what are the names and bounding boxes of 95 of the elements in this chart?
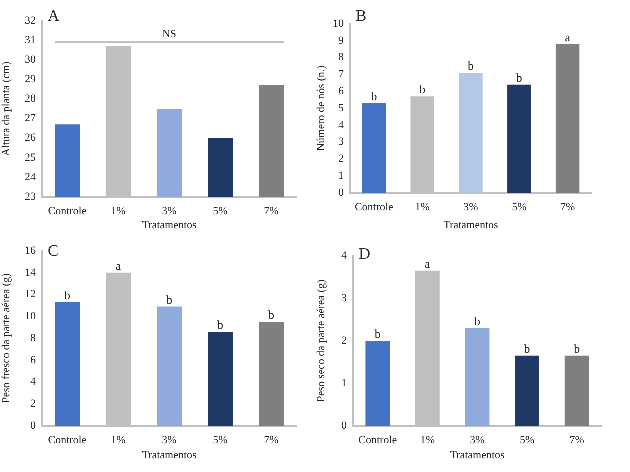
bar xyxy=(208,332,233,426)
y-tick-label: 4 xyxy=(30,376,36,388)
data-label: b xyxy=(268,308,274,322)
data-label: b xyxy=(524,342,530,356)
x-tick-label: 5% xyxy=(213,434,228,446)
y-axis-title: Altura da planta (cm) xyxy=(0,61,12,156)
chart-title: D xyxy=(359,246,371,263)
y-tick-label: 10 xyxy=(333,18,344,30)
y-axis-title: Número de nós (n.) xyxy=(315,65,328,152)
y-tick-label: 4 xyxy=(338,119,344,132)
x-tick-label: 5% xyxy=(520,434,535,446)
data-label: b xyxy=(468,59,474,74)
y-tick-label: 2 xyxy=(338,153,344,166)
bar xyxy=(459,73,483,193)
bar xyxy=(366,341,390,426)
y-tick-label: 9 xyxy=(338,34,344,47)
y-tick-label: 5 xyxy=(338,102,344,114)
y-tick-label: 0 xyxy=(342,420,348,432)
y-tick-label: 14 xyxy=(25,266,36,279)
bar xyxy=(564,356,590,426)
x-tick-label: 7% xyxy=(560,201,576,214)
x-tick-label: 3% xyxy=(162,205,177,218)
bar xyxy=(157,306,182,426)
y-axis-title: Peso seco da parte aérea (g) xyxy=(315,279,328,402)
data-label: b xyxy=(371,89,378,104)
x-tick-label: 7% xyxy=(264,434,279,446)
y-tick-label: 2 xyxy=(342,334,347,347)
x-tick-label: 3% xyxy=(470,434,485,446)
data-label: b xyxy=(516,70,522,85)
x-tick-label: 1% xyxy=(111,434,126,446)
y-tick-label: 3 xyxy=(342,292,348,304)
y-tick-label: 16 xyxy=(25,244,36,257)
y-tick-label: 1 xyxy=(342,377,347,390)
x-tick-label: 1% xyxy=(420,434,436,446)
x-tick-label: 5% xyxy=(512,201,527,214)
x-tick-label: 1% xyxy=(111,205,126,218)
y-tick-label: 29 xyxy=(25,74,36,86)
y-tick-label: 6 xyxy=(30,354,36,366)
y-tick-label: 7 xyxy=(338,68,344,81)
y-tick-label: 4 xyxy=(342,250,348,262)
x-tick-label: 1% xyxy=(415,201,430,214)
bar xyxy=(465,328,490,426)
y-tick-label: 32 xyxy=(25,14,36,27)
x-tick-label: 7% xyxy=(264,205,279,218)
data-label: b xyxy=(374,327,381,341)
x-axis-title: Tratamentos xyxy=(450,449,505,462)
y-tick-label: 25 xyxy=(25,152,36,164)
x-axis-title: Tratamentos xyxy=(444,219,498,232)
y-tick-label: 26 xyxy=(25,132,36,144)
y-tick-label: 23 xyxy=(25,190,36,203)
data-label: b xyxy=(574,342,580,356)
y-tick-label: 31 xyxy=(25,34,36,46)
y-tick-label: 30 xyxy=(25,54,36,66)
x-tick-label: 3% xyxy=(162,434,177,446)
chart-title: B xyxy=(356,8,367,25)
y-tick-label: 3 xyxy=(338,136,344,148)
bar xyxy=(362,103,386,193)
y-tick-label: 2 xyxy=(30,398,36,410)
x-tick-label: Controle xyxy=(48,205,87,218)
data-label: b xyxy=(474,314,480,328)
data-label: b xyxy=(64,288,70,302)
x-axis-title: Tratamentos xyxy=(142,449,197,462)
x-tick-label: Controle xyxy=(48,434,87,446)
y-tick-label: 0 xyxy=(338,186,344,199)
y-tick-label: 10 xyxy=(25,310,36,323)
x-tick-label: Controle xyxy=(354,201,394,214)
ref-line-label: NS xyxy=(162,28,177,41)
bar xyxy=(55,302,80,426)
data-label: a xyxy=(116,258,122,273)
bar xyxy=(556,44,580,193)
x-tick-label: Controle xyxy=(358,434,398,446)
y-tick-label: 1 xyxy=(338,170,344,182)
data-label: b xyxy=(420,82,426,97)
x-tick-label: 5% xyxy=(213,205,228,218)
y-tick-label: 8 xyxy=(30,332,36,344)
x-axis-title: Tratamentos xyxy=(142,219,197,232)
y-tick-label: 24 xyxy=(25,171,36,184)
bar xyxy=(259,322,284,426)
y-axis-title: Peso fresco da parte aérea (g) xyxy=(0,273,12,404)
chart-title: C xyxy=(48,243,59,260)
data-label: b xyxy=(166,292,172,307)
y-tick-label: 0 xyxy=(30,420,36,432)
data-label: a xyxy=(565,30,572,44)
data-label: a xyxy=(425,256,432,271)
chart-title: A xyxy=(48,8,60,25)
y-tick-label: 27 xyxy=(25,112,36,125)
x-tick-label: 3% xyxy=(464,201,478,214)
bar xyxy=(508,84,532,193)
y-tick-label: 6 xyxy=(338,85,344,98)
y-tick-label: 12 xyxy=(25,288,36,301)
y-tick-label: 8 xyxy=(338,52,344,64)
bar xyxy=(515,356,540,426)
data-label: b xyxy=(218,318,224,332)
x-tick-label: 7% xyxy=(570,434,584,446)
y-tick-label: 28 xyxy=(25,93,36,106)
